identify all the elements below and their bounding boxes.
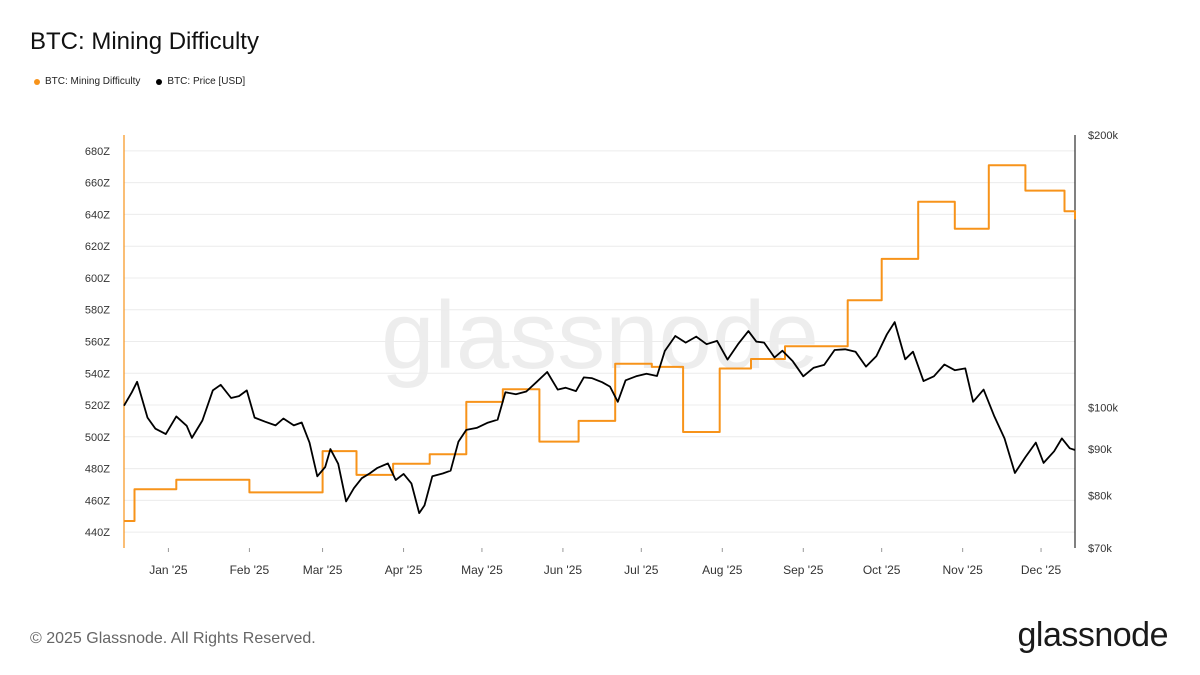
y-left-tick-label: 500Z	[85, 432, 110, 444]
x-tick-label: Apr '25	[385, 563, 423, 577]
x-tick-label: Nov '25	[943, 563, 984, 577]
y-left-tick-label: 640Z	[85, 209, 110, 221]
y-left-tick-label: 580Z	[85, 305, 110, 317]
y-left-tick-label: 540Z	[85, 368, 110, 380]
series-line-price	[123, 321, 1076, 514]
y-right-tick-label: $80k	[1088, 490, 1112, 502]
y-left-tick-label: 520Z	[85, 400, 110, 412]
y-left-tick-label: 620Z	[85, 241, 110, 253]
y-left-tick-label: 600Z	[85, 273, 110, 285]
legend-swatch-price	[156, 78, 163, 85]
y-right-tick-label: $100k	[1088, 403, 1118, 415]
chart-title: BTC: Mining Difficulty	[30, 28, 259, 55]
x-tick-label: Feb '25	[230, 563, 270, 577]
chart-legend: BTC: Mining Difficulty BTC: Price [USD]	[34, 76, 245, 87]
glassnode-logo: glassnode	[1017, 616, 1168, 654]
legend-label-difficulty: BTC: Mining Difficulty	[45, 76, 141, 87]
y-right-tick-label: $200k	[1088, 130, 1118, 142]
x-tick-label: Aug '25	[702, 563, 743, 577]
legend-item-difficulty[interactable]: BTC: Mining Difficulty	[34, 76, 140, 87]
y-left-tick-label: 680Z	[85, 146, 110, 158]
x-tick-label: May '25	[461, 563, 503, 577]
legend-item-price[interactable]: BTC: Price [USD]	[156, 76, 245, 87]
y-left-tick-label: 560Z	[85, 337, 110, 349]
y-left-tick-label: 480Z	[85, 464, 110, 476]
x-tick-label: Oct '25	[863, 563, 901, 577]
x-tick-label: Mar '25	[303, 563, 343, 577]
y-left-tick-label: 660Z	[85, 178, 110, 190]
y-left-tick-label: 440Z	[85, 527, 110, 539]
x-tick-label: Jan '25	[149, 563, 188, 577]
copyright-text: © 2025 Glassnode. All Rights Reserved.	[30, 630, 316, 647]
axes: 440Z 460Z 480Z 500Z 520Z 540Z 560Z 580Z 600Z 620Z…	[85, 130, 1119, 577]
legend-label-price: BTC: Price [USD]	[167, 76, 246, 87]
x-tick-label: Sep '25	[783, 563, 824, 577]
y-right-tick-label: $70k	[1088, 543, 1112, 555]
series-lines	[123, 164, 1076, 522]
series-line-difficulty	[124, 164, 1076, 522]
y-right-tick-label: $90k	[1088, 444, 1112, 456]
legend-swatch-difficulty	[34, 78, 40, 85]
grid-lines	[124, 150, 1075, 533]
x-tick-label: Jul '25	[624, 563, 659, 577]
y-left-tick-label: 460Z	[85, 495, 110, 507]
x-tick-label: Dec '25	[1021, 563, 1062, 577]
x-tick-label: Jun '25	[544, 563, 583, 577]
